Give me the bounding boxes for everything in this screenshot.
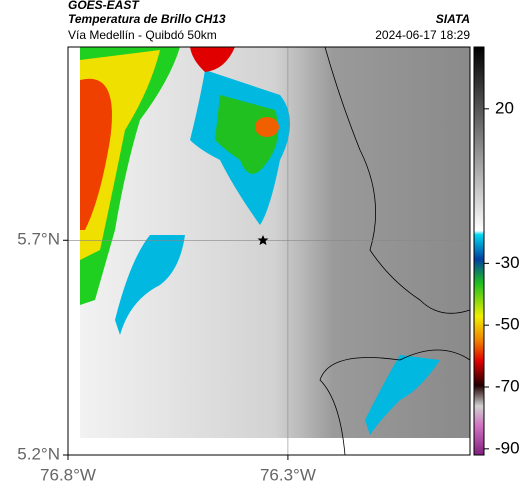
map-frame <box>67 46 471 456</box>
colorbar-tick-label: -50 <box>495 315 520 334</box>
lon-tick-label: 76.3°W <box>260 465 316 484</box>
station-marker <box>257 235 269 245</box>
colorbar-tick-label: -90 <box>495 438 520 457</box>
border <box>319 46 471 456</box>
satellite: GOES-EAST <box>68 0 140 12</box>
imagery <box>68 47 470 455</box>
source: SIATA <box>436 12 470 26</box>
colorbar <box>473 46 485 456</box>
product: Temperatura de Brillo CH13 <box>68 12 226 26</box>
colorbar-tick-label: 20 <box>495 98 514 117</box>
lon-tick-label: 76.8°W <box>40 465 96 484</box>
timestamp: 2024-06-17 18:29 <box>375 28 470 42</box>
colorbar-tick-label: -70 <box>495 376 520 395</box>
colorbar-tick-label: -30 <box>495 253 520 272</box>
lat-tick-label: 5.7°N <box>17 230 60 249</box>
lat-tick-label: 5.2°N <box>17 444 60 463</box>
route: Vía Medellín - Quibdó 50km <box>68 28 217 42</box>
